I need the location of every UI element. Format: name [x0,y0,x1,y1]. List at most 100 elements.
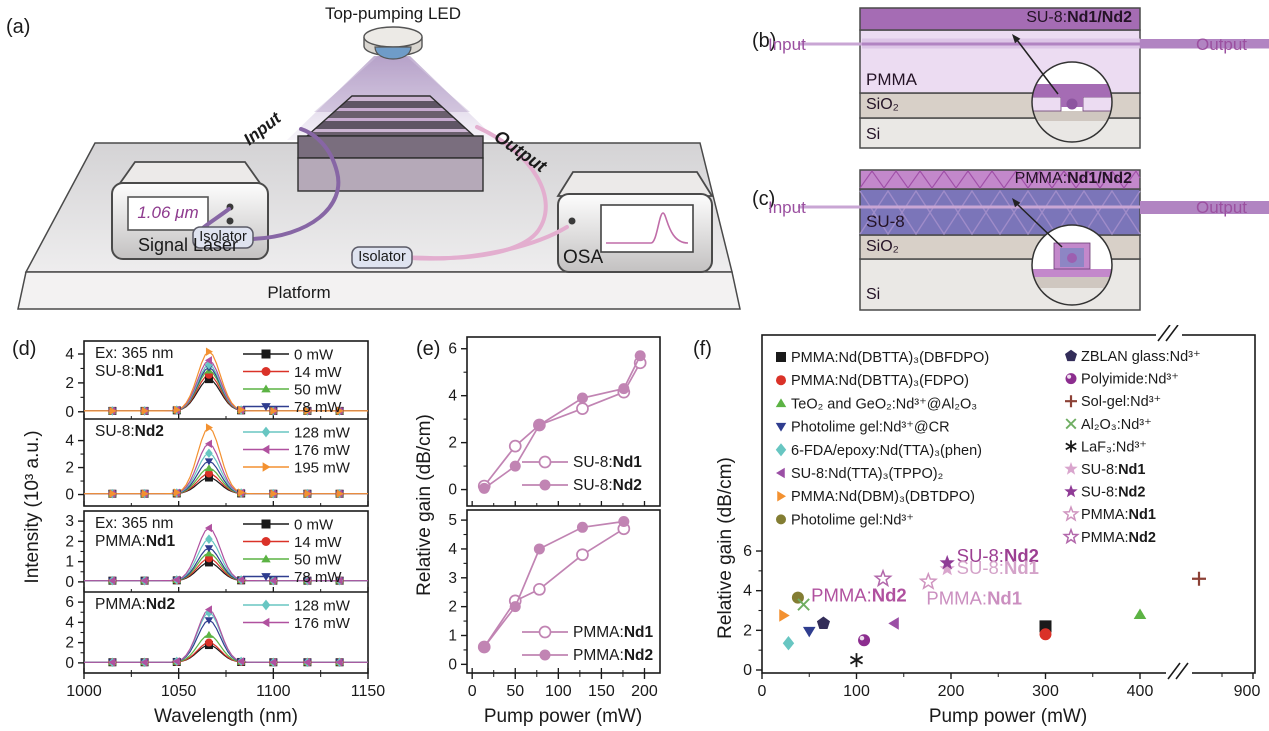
f-legend-right-label: Polyimide:Nd³⁺ [1081,372,1179,388]
marker-star-open [918,571,938,590]
marker-triangle-left [204,439,212,449]
marker-circle [509,601,521,613]
laser-display-value: 1.06 μm [137,203,199,222]
marker-square [204,375,213,384]
panel-a-diagram [17,26,741,310]
marker-asterisk [849,653,864,668]
d-legend-label: 14 mW [294,364,342,381]
e-frame-upper [466,336,661,507]
marker-triangle-up [775,398,787,408]
marker-triangle-left [204,605,212,614]
marker-star-open [1062,527,1080,545]
d-ytick: 0 [65,574,74,591]
d-legend-label: 78 mW [294,569,342,586]
f-legend-left-label: PMMA:Nd(DBTTA)₃(DBFDPO) [791,350,989,366]
output-fiber-to-osa [408,225,569,261]
marker-circle [204,554,213,563]
f-legend-right-label: SU-8:Nd1 [1081,462,1145,478]
marker-triangle-left [237,575,245,584]
d-sample-label: SU-8:Nd1 [95,363,164,380]
core-layer-label-c: SU-8 [866,212,905,231]
top-layer-prefix-b: SU-8: [1026,9,1068,26]
marker-triangle-right [238,405,246,415]
d-legend-label: 0 mW [294,347,334,364]
marker-triangle-right [262,462,271,472]
marker-triangle-right [779,609,790,622]
e-ytick: 2 [448,435,457,452]
marker-circle [533,543,545,555]
input-label-b: Input [768,35,806,54]
marker-triangle-left [204,523,212,533]
marker-triangle-right [205,347,213,356]
d-ytick: 1 [65,554,74,571]
marker-diamond [261,426,271,438]
marker-triangle-right [336,406,344,416]
marker-triangle-right [173,488,181,497]
f-frame [761,334,1256,674]
d-legend-label: 78 mW [294,399,342,416]
inset-arrow-b [1016,39,1059,95]
d-legend-label: 176 mW [294,615,351,632]
marker-diamond [775,443,787,457]
signal-laser-title: Signal Laser [137,235,239,255]
e-ytick: 4 [448,388,457,405]
f-xtick: 100 [843,683,870,700]
panel-e-chart: 0 2 4 6 SU-8:Nd1 SU-8:Nd2 0 1 2 3 4 5 PMMA:Nd1 PMMA:N… [414,336,661,727]
platform-front [17,271,741,310]
marker-triangle-up [261,384,271,393]
marker-circle-open [576,548,589,562]
marker-triangle-right [205,423,213,432]
film-zigzag-c [859,169,1141,189]
output-beam-b [1140,39,1269,49]
e-ytick: 4 [448,541,457,558]
marker-square [204,558,213,567]
e-frame-lower [466,509,661,674]
marker-triangle-left [237,657,245,666]
oxide-layer-label-c: SiO₂ [866,238,899,255]
marker-x [797,598,810,611]
marker-circle [539,649,551,661]
e-ytick: 1 [448,627,457,644]
d-legend-label: 50 mW [294,382,342,399]
marker-circle [261,537,271,546]
marker-star [1064,462,1078,475]
f-annotation: SU-8:Nd2 [957,545,1039,566]
e-xtick: 100 [545,683,572,700]
f-ylabel: Relative gain (dB/cm) [715,457,736,639]
top-layer-bold-c: Nd1/Nd2 [1067,170,1132,187]
f-ytick: 4 [743,583,752,600]
marker-pentagon [1065,349,1077,362]
marker-triangle-left [140,576,148,585]
marker-circle [1039,628,1052,641]
input-label-c: Input [768,198,806,217]
marker-triangle-left [261,444,270,455]
marker-triangle-down [204,617,214,625]
marker-circle-open [508,439,522,453]
d-ytick: 4 [65,346,74,363]
f-legend-left-label: TeO₂ and GeO₂:Nd³⁺@Al₂O₃ [791,396,977,412]
panel-c-label: (c) [752,188,776,210]
f-xtick: 0 [758,683,767,700]
marker-diamond [205,448,213,459]
marker-triangle-up [261,554,271,563]
marker-triangle-down [775,422,787,432]
e-legend-label: PMMA:Nd1 [573,624,653,641]
isolator-2-label: Isolator [358,249,406,265]
f-legend-right-label: Al₂O₃:Nd³⁺ [1081,417,1152,433]
marker-square [261,519,271,529]
output-beam-c [1140,201,1269,214]
waveguide-inset-b [1012,34,1113,143]
marker-circle [478,482,490,494]
e-xlabel: Pump power (mW) [484,706,642,727]
output-label-b: Output [1196,35,1248,54]
f-legend-right-label: ZBLAN glass:Nd³⁺ [1081,349,1201,365]
core-layer-label-b: PMMA [866,70,917,89]
e-ytick: 3 [448,570,457,587]
marker-triangle-up [204,464,214,472]
panel-bc-diagram [798,7,1269,311]
output-label-c: Output [1196,198,1248,217]
marker-triangle-right [141,406,149,416]
marker-triangle-right [109,489,117,498]
panel-f-chart: 0 2 4 6 0 100 200 300 400 900 PMMA:Nd(DBTTA)₃(DBFD… [715,325,1260,727]
